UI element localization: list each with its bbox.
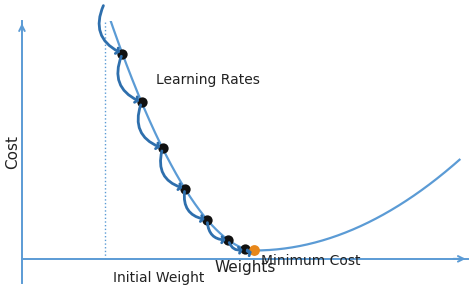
Point (101, 1, 109, 6)
X-axis label: Weights: Weights (215, 260, 276, 275)
Point (118, 51, 126, 56)
Point (250, 248, 258, 253)
Point (241, 247, 249, 251)
Y-axis label: Cost: Cost (6, 135, 20, 168)
Point (138, 100, 146, 105)
Text: Learning Rates: Learning Rates (156, 73, 260, 87)
Text: Initial Weight: Initial Weight (113, 271, 205, 285)
Point (181, 186, 189, 191)
Point (203, 218, 211, 222)
Point (224, 238, 232, 242)
Point (159, 146, 166, 151)
Text: Minimum Cost: Minimum Cost (261, 254, 360, 268)
